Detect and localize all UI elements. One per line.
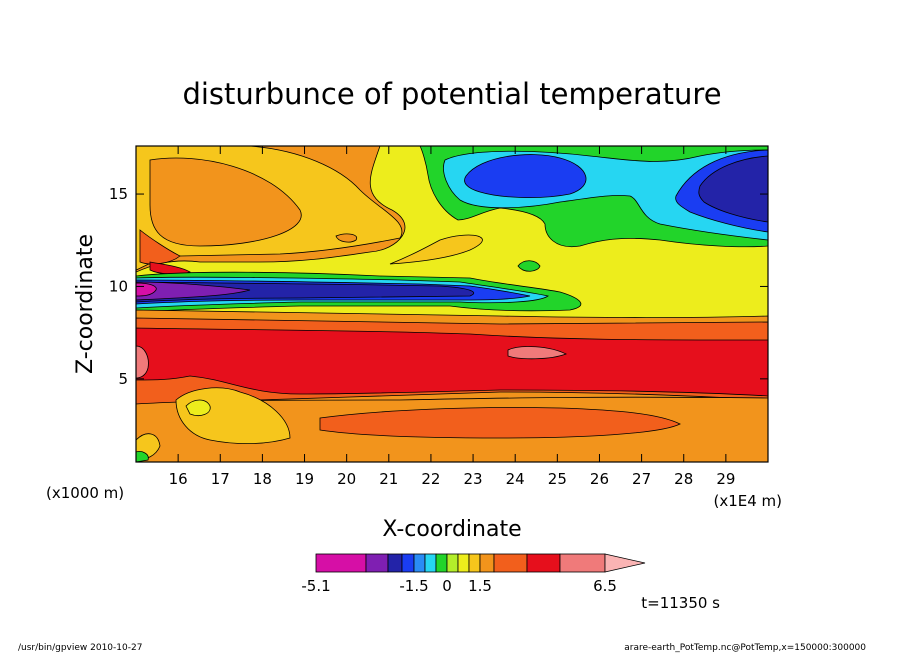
colorbar-swatch [387,553,403,573]
x-tick-label: 19 [295,470,314,488]
y-axis: 5 10 15 [109,185,768,388]
y-tick-label: 15 [109,185,128,203]
footer-right: arare-earth_PotTemp.nc@PotTemp,x=150000:… [624,643,866,653]
contour-plot [136,146,768,462]
x-tick-label: 25 [548,470,567,488]
colorbar-labels: -5.1 -1.5 0 1.5 6.5 [301,577,617,595]
contour-small-ellipse [335,233,358,243]
colorbar-swatch [315,553,367,573]
colorbar-label: 1.5 [468,577,492,595]
y-tick-label: 5 [118,370,128,388]
contour-lower-darkorange [319,407,681,439]
colorbar-swatch [424,553,437,573]
x-tick-label: 18 [253,470,272,488]
x-tick-label: 23 [464,470,483,488]
colorbar-swatch [468,553,481,573]
x-tick-label: 16 [169,470,188,488]
x-axis: 16 17 18 19 20 21 22 23 24 25 26 27 28 29 [169,146,735,488]
time-label: t=11350 s [641,594,720,612]
contour-amber-streak [389,234,483,265]
x-tick-label: 27 [632,470,651,488]
x-tick-label: 17 [211,470,230,488]
colorbar-label: 6.5 [593,577,617,595]
colorbar-label: -5.1 [301,577,330,595]
colorbar-swatch [401,553,415,573]
contour-left-red [149,261,191,275]
colorbar-swatch [413,553,426,573]
contour-warm-pink [136,345,149,379]
contour-navy-east [698,155,768,223]
y-axis-label: Z-coordinate [73,234,98,374]
x-tick-label: 29 [716,470,735,488]
chart-title: disturbunce of potential temperature [182,77,721,111]
colorbar-arrow [604,553,646,573]
colorbar-label: -1.5 [399,577,428,595]
x-tick-label: 20 [337,470,356,488]
colorbar-swatch [435,553,448,573]
colorbar-swatch [457,553,470,573]
plot-frame [135,145,769,463]
colorbar [315,553,646,573]
footer-left: /usr/bin/gpview 2010-10-27 [18,643,142,653]
contour-green-blob [517,260,541,272]
contour-bottom-green [136,451,149,462]
contour-left-darkorange [139,229,181,265]
y-tick-label: 10 [109,277,128,295]
x-unit-left: (x1000 m) [46,484,124,502]
x-unit-right: (x1E4 m) [713,492,782,510]
colorbar-swatch [526,553,561,573]
x-axis-label: X-coordinate [382,517,521,542]
contour-blue-west [464,154,587,199]
contour-lower-yellow [185,399,211,416]
contour-upper-orange-core [149,157,302,247]
x-tick-label: 22 [421,470,440,488]
contour-warm-red [136,327,768,397]
x-tick-label: 26 [590,470,609,488]
x-tick-label: 21 [379,470,398,488]
colorbar-swatch [493,553,528,573]
contour-band-purple [136,281,251,301]
colorbar-swatch [559,553,606,573]
colorbar-swatch [479,553,495,573]
x-tick-label: 28 [674,470,693,488]
x-tick-label: 24 [506,470,525,488]
colorbar-swatch [365,553,389,573]
contour-warm-pink-2 [507,346,568,360]
colorbar-swatch [446,553,459,573]
colorbar-label: 0 [442,577,452,595]
